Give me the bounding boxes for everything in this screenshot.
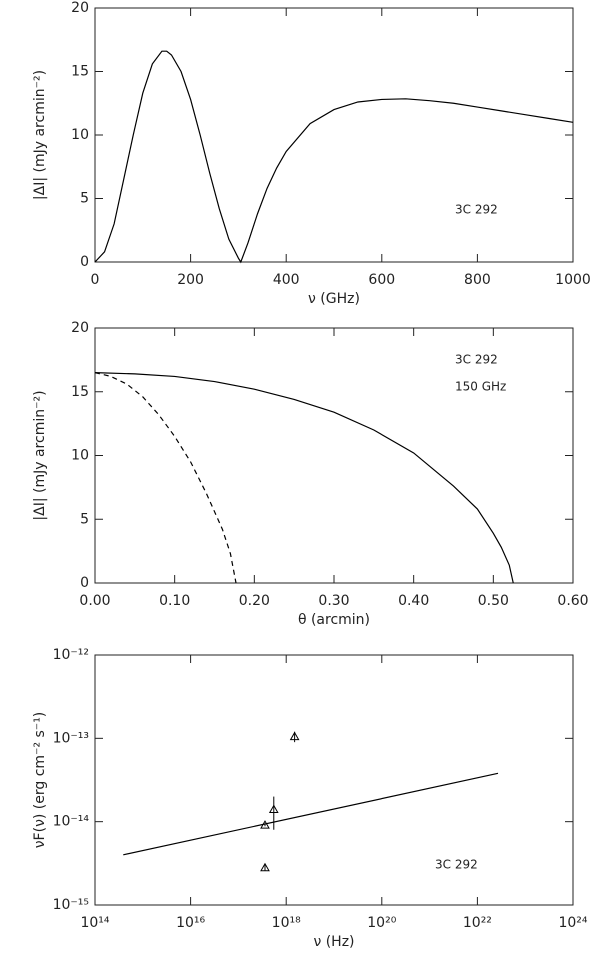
annotation: 3C 292 xyxy=(455,353,498,367)
x-tick-label: 800 xyxy=(464,272,491,288)
y-axis-title: |ΔI| (mJy arcmin⁻²) xyxy=(32,70,48,200)
x-tick-label: 200 xyxy=(177,272,204,288)
data-point xyxy=(268,804,279,813)
series-line xyxy=(123,772,499,856)
x-tick-label: 0 xyxy=(91,272,100,288)
y-axis-title: νF(ν) (erg cm⁻² s⁻¹) xyxy=(32,712,48,849)
y-tick-label: 0 xyxy=(80,575,89,591)
x-tick-label: 10¹⁴ xyxy=(80,915,109,931)
x-axis-title: ν (GHz) xyxy=(308,291,360,307)
x-tick-label: 0.50 xyxy=(478,593,509,609)
plot-frame xyxy=(94,654,574,906)
y-tick-label: 10 xyxy=(71,448,89,464)
annotation: 150 GHz xyxy=(455,380,506,394)
x-axis-title: θ (arcmin) xyxy=(298,612,370,628)
series-line xyxy=(94,372,237,584)
x-tick-label: 10¹⁶ xyxy=(176,915,205,931)
y-tick-label: 20 xyxy=(71,320,89,336)
x-tick-label: 400 xyxy=(273,272,300,288)
x-tick-label: 0.40 xyxy=(398,593,429,609)
data-point xyxy=(260,820,270,829)
plot-frame xyxy=(94,7,574,263)
y-tick-label: 0 xyxy=(80,254,89,270)
x-tick-label: 0.10 xyxy=(159,593,190,609)
x-tick-label: 0.20 xyxy=(239,593,270,609)
x-tick-label: 0.60 xyxy=(557,593,588,609)
y-tick-label: 10⁻¹⁴ xyxy=(53,814,90,830)
annotation: 3C 292 xyxy=(435,858,478,872)
y-axis-title: |ΔI| (mJy arcmin⁻²) xyxy=(32,390,48,520)
x-tick-label: 10²⁰ xyxy=(367,915,396,931)
data-point xyxy=(260,862,270,872)
y-tick-label: 5 xyxy=(80,191,89,207)
x-tick-label: 0.30 xyxy=(318,593,349,609)
series-line xyxy=(94,372,514,584)
y-tick-label: 15 xyxy=(71,384,89,400)
x-tick-label: 10²⁴ xyxy=(558,915,587,931)
y-tick-label: 10⁻¹² xyxy=(53,647,89,663)
y-tick-label: 10 xyxy=(71,127,89,143)
series-line xyxy=(94,50,574,264)
x-tick-label: 1000 xyxy=(555,272,591,288)
y-tick-label: 10⁻¹³ xyxy=(53,730,89,746)
y-tick-label: 10⁻¹⁵ xyxy=(53,897,89,913)
data-point xyxy=(289,731,300,741)
annotation: 3C 292 xyxy=(455,203,498,217)
y-tick-label: 20 xyxy=(71,0,89,16)
x-tick-label: 10¹⁸ xyxy=(272,915,301,931)
x-tick-label: 600 xyxy=(368,272,395,288)
x-tick-label: 10²² xyxy=(463,915,492,931)
x-axis-title: ν (Hz) xyxy=(313,934,354,950)
plot-frame xyxy=(94,327,574,584)
x-tick-label: 0.00 xyxy=(79,593,110,609)
y-tick-label: 15 xyxy=(71,64,89,80)
y-tick-label: 5 xyxy=(80,511,89,527)
